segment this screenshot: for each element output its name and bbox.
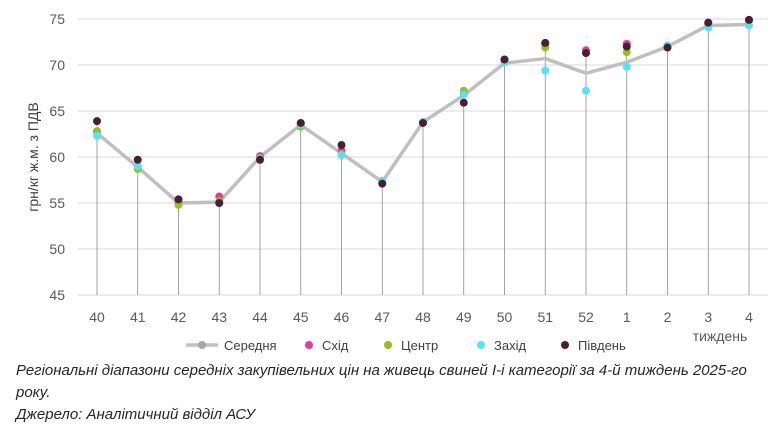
point-Південь	[419, 118, 427, 127]
x-tick-label: 43	[211, 309, 227, 325]
point-Південь	[541, 38, 550, 47]
x-axis-ticks: 40 41 42 43 44 45 46 47 48 49 50 51 52 1 2 3 4	[89, 309, 753, 325]
x-tick-label: 2	[664, 309, 672, 325]
point-Південь	[500, 55, 509, 64]
legend-swatch-marker	[198, 341, 206, 349]
point-Південь	[378, 179, 387, 188]
point-Центр	[622, 48, 631, 57]
x-tick-label: 45	[293, 309, 309, 325]
legend-label: Центр	[401, 338, 438, 353]
y-tick-label: 65	[49, 103, 65, 119]
point-Південь	[459, 98, 468, 107]
point-Південь	[296, 118, 305, 127]
point-Південь	[256, 155, 264, 164]
point-Захід	[337, 151, 346, 160]
data-points	[93, 15, 753, 209]
x-tick-label: 50	[497, 309, 513, 325]
legend-label: Південь	[578, 338, 626, 353]
point-Південь	[93, 117, 101, 126]
caption-text: Регіональні діапазони середніх закупівел…	[16, 362, 747, 401]
legend-label: Схід	[322, 338, 349, 353]
x-tick-label: 52	[578, 309, 594, 325]
stem-lines	[96, 19, 750, 295]
y-tick-label: 55	[49, 195, 65, 211]
point-Центр	[174, 200, 183, 209]
point-Захід	[93, 131, 101, 140]
x-tick-label: 42	[171, 309, 187, 325]
y-tick-label: 75	[49, 11, 65, 27]
point-Південь	[215, 199, 224, 207]
x-tick-label: 48	[415, 309, 431, 325]
point-Захід	[541, 66, 550, 75]
legend-swatch-point	[305, 341, 313, 349]
x-tick-label: 46	[334, 309, 350, 325]
legend-swatch-point	[384, 341, 392, 349]
x-tick-label: 3	[704, 309, 712, 325]
x-tick-label: 1	[623, 309, 631, 325]
point-Південь	[582, 49, 590, 58]
legend-label: Захід	[494, 338, 526, 353]
point-Захід	[582, 86, 590, 95]
point-Захід	[745, 21, 753, 30]
point-Південь	[745, 15, 753, 24]
caption-source: Джерело: Аналітичний відділ АСУ	[16, 406, 255, 423]
x-tick-label: 44	[252, 309, 268, 325]
x-tick-label: 49	[456, 309, 472, 325]
x-tick-label: 4	[745, 309, 753, 325]
point-Захід	[133, 162, 142, 171]
legend: Середня Схід Центр Захід Південь	[186, 338, 626, 353]
x-tick-label: 40	[89, 309, 105, 325]
point-Південь	[174, 195, 183, 204]
x-tick-label: 41	[130, 309, 146, 325]
point-Південь	[622, 42, 631, 51]
point-Південь	[663, 43, 672, 52]
legend-swatch-point	[561, 341, 569, 349]
x-tick-label: 47	[374, 309, 390, 325]
y-tick-label: 70	[49, 57, 65, 73]
y-tick-label: 45	[49, 287, 65, 303]
y-axis-ticks: 45 50 55 60 65 70 75	[49, 11, 65, 303]
point-Захід	[622, 62, 631, 71]
point-Захід	[459, 90, 468, 99]
legend-swatch-point	[477, 341, 485, 349]
legend-label: Середня	[224, 338, 277, 353]
point-Південь	[704, 18, 713, 27]
caption: Регіональні діапазони середніх закупівел…	[16, 360, 776, 426]
y-tick-label: 60	[49, 149, 65, 165]
point-Південь	[337, 141, 346, 150]
point-Південь	[133, 155, 142, 164]
x-tick-label: 51	[537, 309, 553, 325]
x-axis-label: тиждень	[693, 328, 748, 344]
y-tick-label: 50	[49, 241, 65, 257]
y-axis-label: грн/кг ж.м. з ПДВ	[25, 102, 41, 211]
